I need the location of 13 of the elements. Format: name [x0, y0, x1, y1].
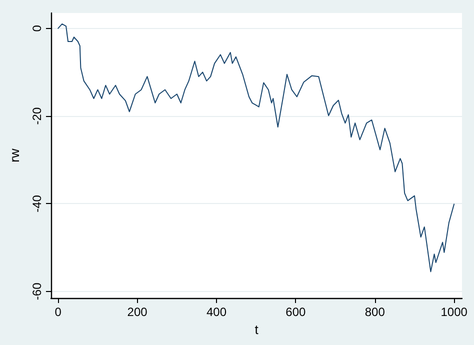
y-tick-label: 0	[30, 24, 44, 32]
line-series	[58, 23, 455, 272]
x-tick-label: 1000	[440, 305, 468, 319]
y-tick-label: -40	[30, 194, 44, 212]
y-tick-label: -20	[30, 107, 44, 125]
x-tick-label: 600	[286, 305, 306, 319]
y-axis-title: rw	[7, 148, 22, 162]
y-tick-label: -60	[30, 282, 44, 300]
x-axis-title: t	[254, 322, 259, 337]
x-tick-label: 800	[364, 305, 386, 319]
x-tick-label: 400	[206, 305, 227, 319]
x-tick-label: 0	[54, 305, 62, 319]
x-tick-label: 200	[127, 305, 148, 319]
